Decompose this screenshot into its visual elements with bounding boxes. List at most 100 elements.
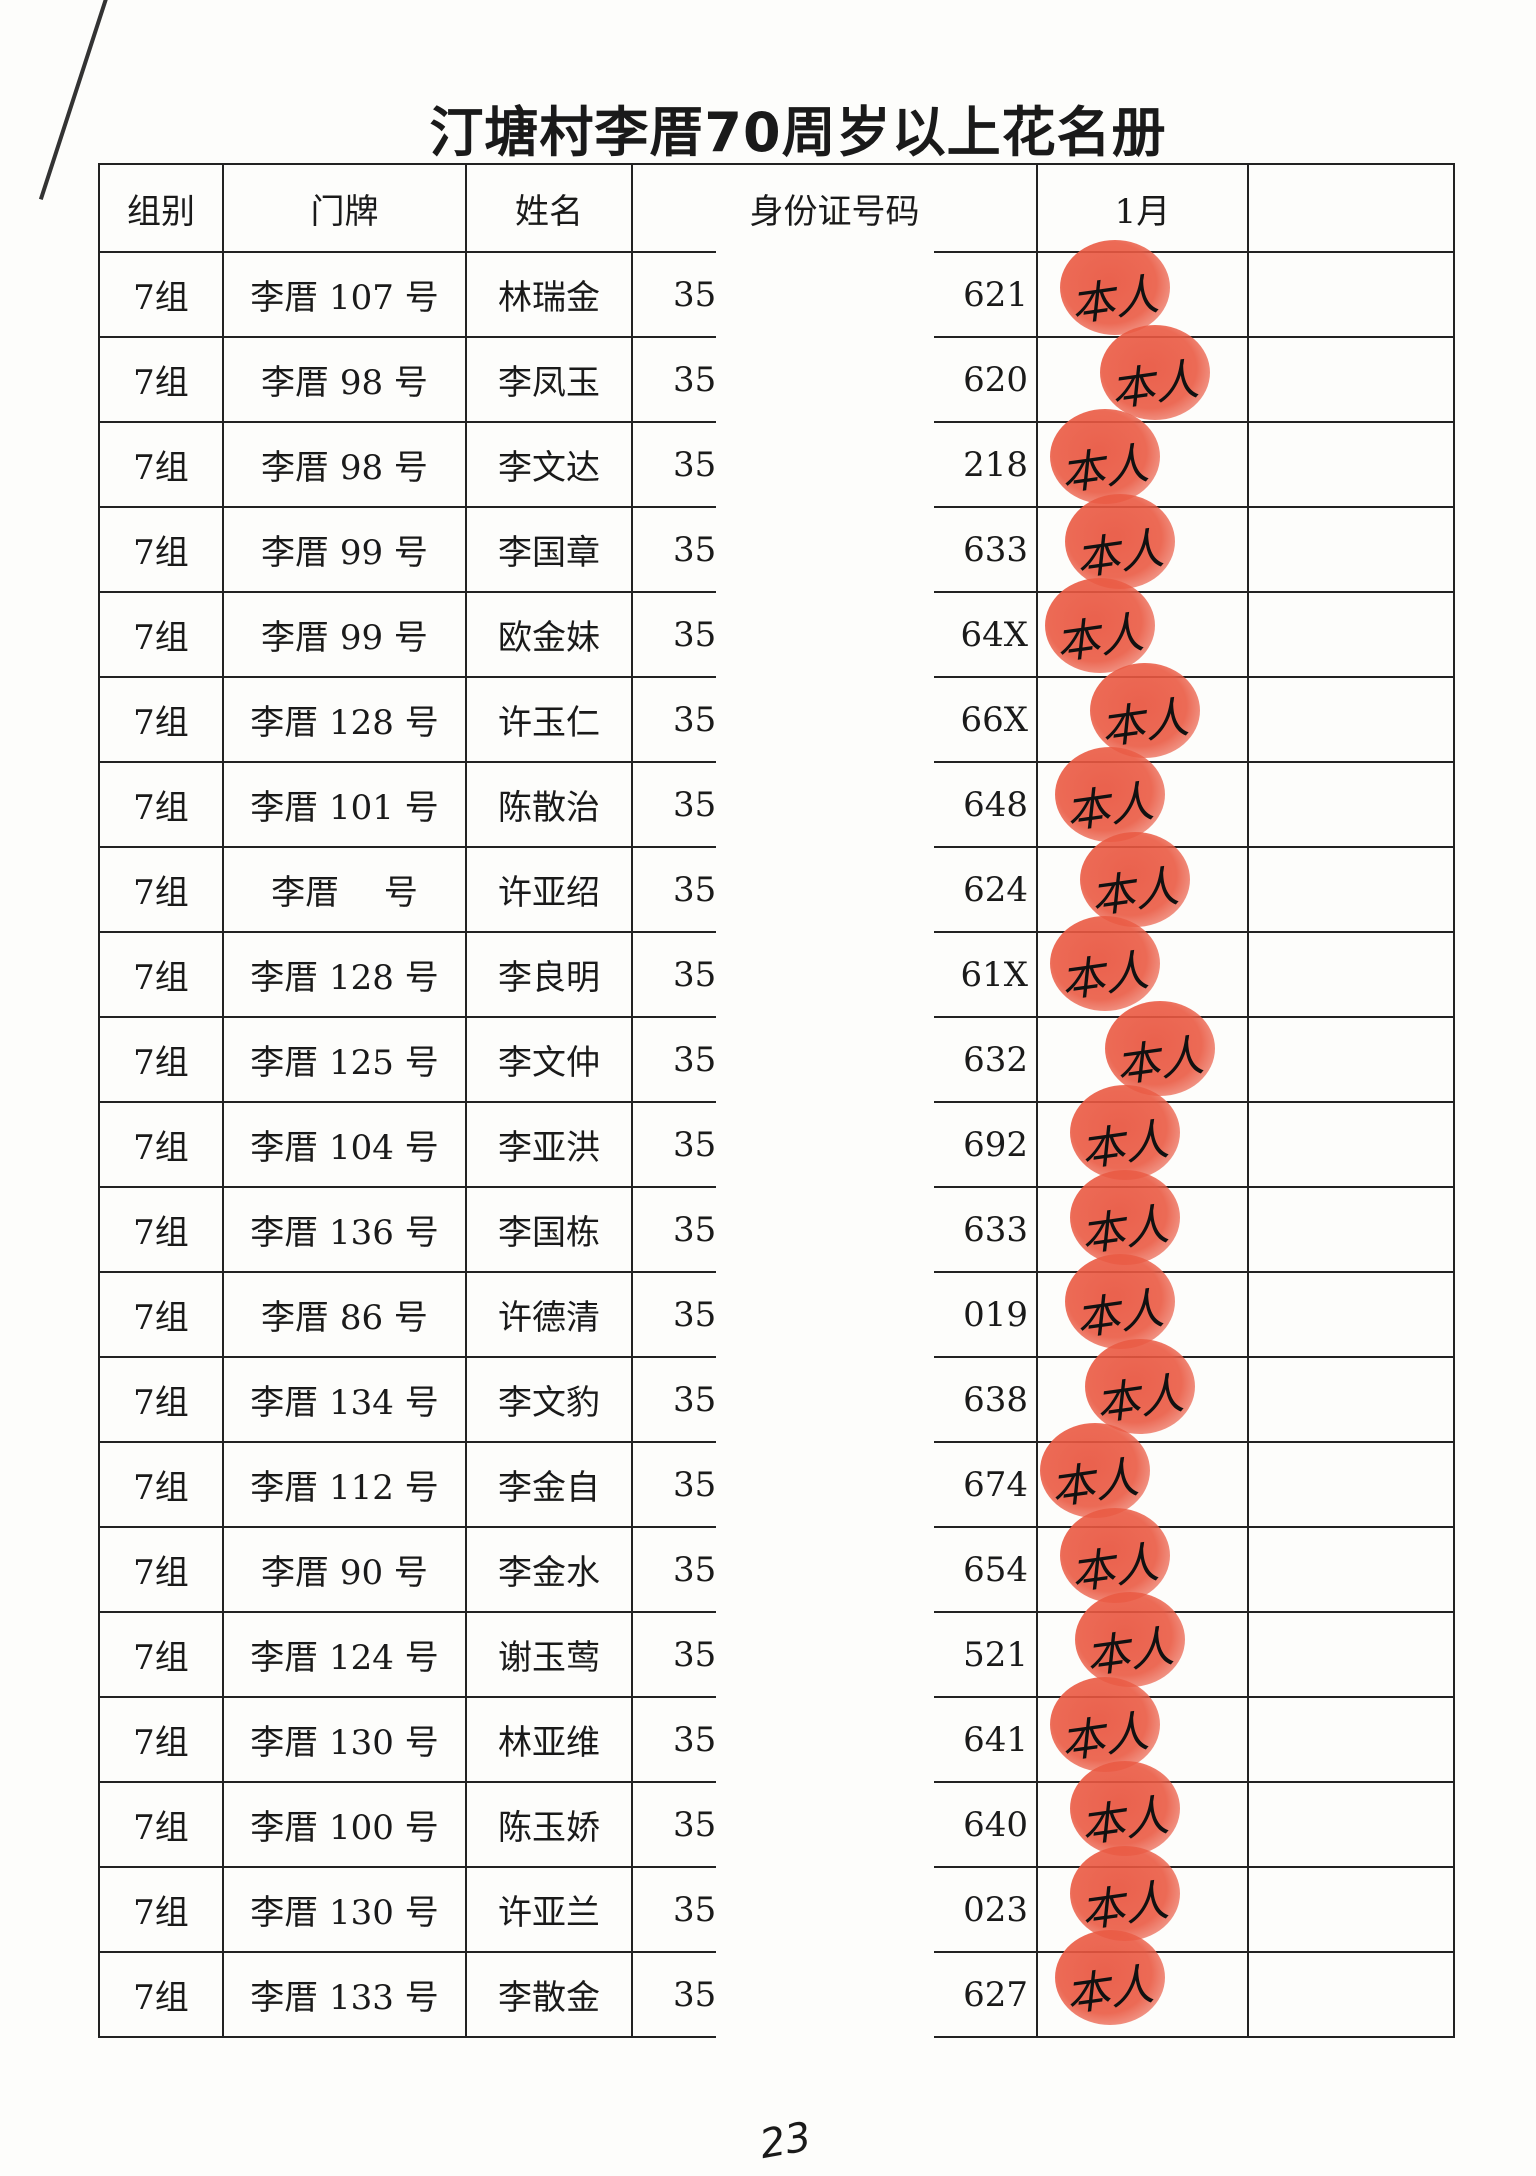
id-suffix: 648 [963,784,1028,825]
id-prefix: 350 [673,359,719,400]
name-cell: 李文豹 [465,1356,633,1443]
blank-cell [1247,761,1455,848]
id-prefix: 350 [673,1974,719,2015]
id-prefix: 350 [673,1549,719,1590]
id-suffix: 638 [963,1379,1028,1420]
blank-cell [1247,1356,1455,1443]
door-cell: 李厝 99 号 [222,591,467,678]
id-prefix: 350 [673,1039,719,1080]
fingerprint-mark [1075,1592,1185,1687]
fingerprint-mark [1040,1423,1150,1518]
id-prefix: 350 [673,529,719,570]
group-cell: 7组 [98,1016,224,1103]
fingerprint-mark [1065,1254,1175,1349]
id-suffix: 66X [960,699,1028,740]
blank-cell [1247,1951,1455,2038]
id-prefix: 350 [673,274,719,315]
id-prefix: 359 [673,1889,719,1930]
table-row: 7组李厝 98 号李凤玉 350 620 [98,336,1455,423]
blank-cell [1247,1186,1455,1273]
blank-cell [1247,336,1455,423]
blank-cell [1247,931,1455,1018]
blank-cell [1247,1696,1455,1783]
name-cell: 许玉仁 [465,676,633,763]
blank-cell [1247,1866,1455,1953]
door-cell: 李厝 112 号 [222,1441,467,1528]
door-cell: 李厝 98 号 [222,336,467,423]
blank-cell [1247,591,1455,678]
table-row: 7组李厝 104 号李亚洪 350 692 [98,1101,1455,1188]
id-suffix: 627 [963,1974,1028,2015]
id-suffix: 61X [960,954,1028,995]
name-cell: 李良明 [465,931,633,1018]
header-january: 1月 [1036,163,1249,253]
name-cell: 李国章 [465,506,633,593]
id-suffix: 621 [963,274,1028,315]
name-cell: 陈玉娇 [465,1781,633,1868]
id-suffix: 654 [963,1549,1028,1590]
id-prefix: 350 [673,784,719,825]
blank-cell [1247,1441,1455,1528]
id-suffix: 632 [963,1039,1028,1080]
page-title: 汀塘村李厝70周岁以上花名册 [429,101,1167,164]
name-cell: 李亚洪 [465,1101,633,1188]
door-cell: 李厝 125 号 [222,1016,467,1103]
blank-cell [1247,1781,1455,1868]
id-suffix: 624 [963,869,1028,910]
name-cell: 李文达 [465,421,633,508]
group-cell: 7组 [98,1101,224,1188]
id-prefix: 350 [673,1634,719,1675]
id-suffix: 64X [960,614,1028,655]
group-cell: 7组 [98,1526,224,1613]
table-row: 7组李厝 99 号欧金妹 350 64X [98,591,1455,678]
table-row: 7组李厝 136 号李国栋 350 633 [98,1186,1455,1273]
id-suffix: 674 [963,1464,1028,1505]
header-row: 组别 门牌 姓名 身份证号码 1月 [98,163,1455,253]
door-cell: 李厝 134 号 [222,1356,467,1443]
page-number: 23 [756,2113,815,2169]
id-suffix: 019 [963,1294,1028,1335]
door-cell: 李厝 128 号 [222,931,467,1018]
id-prefix: 350 [673,1209,719,1250]
header-name: 姓名 [465,163,633,253]
name-cell: 许亚绍 [465,846,633,933]
name-cell: 李凤玉 [465,336,633,423]
group-cell: 7组 [98,676,224,763]
name-cell: 陈散治 [465,761,633,848]
id-prefix: 350 [673,1804,719,1845]
fingerprint-mark [1080,831,1190,927]
group-cell: 7组 [98,761,224,848]
fingerprint-mark [1060,1507,1170,1603]
group-cell: 7组 [98,1611,224,1698]
fingerprint-mark [1070,1169,1180,1265]
door-cell: 李厝 133 号 [222,1951,467,2038]
table-row: 7组李厝 133 号李散金 350 627 [98,1951,1455,2038]
name-cell: 林瑞金 [465,251,633,338]
blank-cell [1247,1016,1455,1103]
redacted-region [716,250,934,2040]
id-suffix: 218 [963,444,1028,485]
blank-cell [1247,1271,1455,1358]
name-cell: 许德清 [465,1271,633,1358]
fingerprint-mark [1070,1761,1180,1856]
fingerprint-mark [1105,1000,1215,1096]
door-cell: 李厝 107 号 [222,251,467,338]
table-row: 7组李厝 99 号李国章 350 633 [98,506,1455,593]
fingerprint-mark [1050,916,1160,1011]
door-cell: 李厝 90 号 [222,1526,467,1613]
fingerprint-mark [1100,324,1210,420]
group-cell: 7组 [98,1186,224,1273]
name-cell: 欧金妹 [465,591,633,678]
fingerprint-mark [1085,1338,1195,1434]
group-cell: 7组 [98,251,224,338]
blank-cell [1247,846,1455,933]
door-cell: 李厝 86 号 [222,1271,467,1358]
id-suffix: 640 [963,1804,1028,1845]
group-cell: 7组 [98,1951,224,2038]
fingerprint-mark [1070,1845,1180,1941]
group-cell: 7组 [98,421,224,508]
door-cell: 李厝 100 号 [222,1781,467,1868]
header-group: 组别 [98,163,224,253]
header-blank [1247,163,1455,253]
id-suffix: 633 [963,529,1028,570]
